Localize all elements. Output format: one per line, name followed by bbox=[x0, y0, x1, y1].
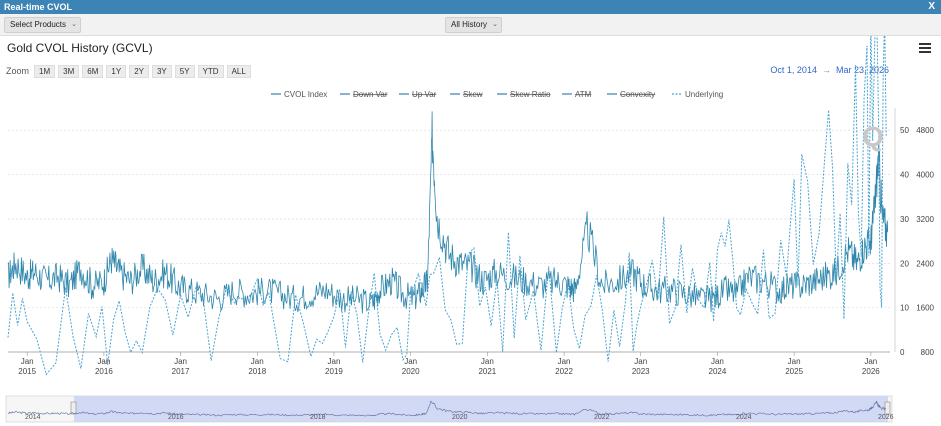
navigator: 2014 2016 2018 2020 2022 2024 2026 bbox=[5, 395, 894, 423]
x-tick-label-month: Jan bbox=[558, 357, 571, 366]
x-axis: Jan2015Jan2016Jan2017Jan2018Jan2019Jan20… bbox=[8, 108, 896, 376]
x-tick-label-month: Jan bbox=[481, 357, 494, 366]
y-right-tick: 800 bbox=[921, 348, 935, 357]
legend-item[interactable]: Underlying bbox=[685, 90, 723, 99]
x-tick-label-month: Jan bbox=[788, 357, 801, 366]
zoom-controls: Zoom 1M 3M 6M 1Y 2Y 3Y 5Y YTD ALL bbox=[6, 64, 251, 78]
y-left-tick: 50 bbox=[900, 126, 909, 135]
x-tick-label-year: 2019 bbox=[325, 367, 343, 376]
x-tick-label-month: Jan bbox=[328, 357, 341, 366]
legend-item[interactable]: Convexity bbox=[620, 90, 655, 99]
x-tick-label-year: 2018 bbox=[248, 367, 266, 376]
x-tick-label-year: 2024 bbox=[709, 367, 727, 376]
date-to[interactable]: Mar 23, 2026 bbox=[835, 65, 889, 75]
x-tick-label-month: Jan bbox=[174, 357, 187, 366]
x-tick-label-year: 2025 bbox=[785, 367, 803, 376]
series-underlying bbox=[7, 36, 887, 376]
hamburger-menu-icon[interactable] bbox=[919, 43, 931, 53]
toolbar: Select Products ⌄ All History ⌄ bbox=[0, 14, 941, 36]
y-left-tick: 20 bbox=[900, 259, 909, 268]
zoom-button-all[interactable]: ALL bbox=[226, 64, 251, 78]
watermark-text: Q bbox=[862, 121, 884, 152]
select-products-dropdown[interactable]: Select Products ⌄ bbox=[4, 17, 82, 33]
x-tick-label-year: 2021 bbox=[478, 367, 496, 376]
chart-legend: CVOL Index Down Var Up Var Skew Skew Ratio AT… bbox=[271, 90, 723, 99]
x-tick-label-year: 2020 bbox=[402, 367, 420, 376]
navigator-label: 2022 bbox=[594, 414, 610, 421]
zoom-button-2y[interactable]: 2Y bbox=[129, 64, 149, 78]
zoom-button-3m[interactable]: 3M bbox=[58, 64, 80, 78]
watermark-logo: Q bbox=[862, 121, 884, 152]
zoom-button-3y[interactable]: 3Y bbox=[151, 64, 172, 78]
navigator-label: 2024 bbox=[736, 414, 752, 421]
x-tick-label-year: 2023 bbox=[632, 367, 650, 376]
grid-lines bbox=[8, 129, 890, 353]
zoom-button-ytd[interactable]: YTD bbox=[197, 64, 224, 78]
x-tick-label-month: Jan bbox=[864, 357, 877, 366]
legend-item[interactable]: Skew Ratio bbox=[510, 90, 551, 99]
navigator-series bbox=[7, 400, 886, 417]
series-lines bbox=[7, 36, 889, 376]
legend-item[interactable]: CVOL Index bbox=[284, 90, 327, 99]
select-products-label: Select Products bbox=[10, 20, 67, 29]
legend-item[interactable]: Up Var bbox=[412, 90, 437, 99]
zoom-button-1m[interactable]: 1M bbox=[34, 64, 56, 78]
x-tick-label-month: Jan bbox=[97, 357, 110, 366]
series-cvol-index bbox=[7, 111, 889, 314]
x-tick-label-month: Jan bbox=[251, 357, 264, 366]
navigator-label: 2026 bbox=[878, 414, 894, 421]
y-left-tick: 40 bbox=[900, 171, 909, 180]
y-right-tick: 4000 bbox=[916, 171, 934, 180]
window-title: Real-time CVOL bbox=[4, 2, 73, 12]
zoom-button-6m[interactable]: 6M bbox=[82, 64, 104, 78]
y-left-tick: 0 bbox=[900, 348, 905, 357]
x-tick-label-year: 2015 bbox=[18, 367, 36, 376]
chevron-down-icon: ⌄ bbox=[492, 21, 499, 28]
date-arrow: → bbox=[821, 65, 831, 75]
y-right-tick: 1600 bbox=[916, 304, 934, 313]
navigator-handle-left[interactable] bbox=[70, 401, 77, 415]
x-tick-label-month: Jan bbox=[711, 357, 724, 366]
zoom-label: Zoom bbox=[6, 66, 30, 76]
legend-item[interactable]: ATM bbox=[575, 90, 592, 99]
y-left-tick: 30 bbox=[900, 215, 909, 224]
history-label: All History bbox=[451, 20, 488, 29]
navigator-label: 2016 bbox=[168, 414, 184, 421]
chart-svg: CVOL Index Down Var Up Var Skew Skew Ratio AT… bbox=[5, 36, 935, 423]
y-axis-right: 800 1600 2400 3200 4000 4800 bbox=[916, 126, 934, 357]
navigator-handle-right[interactable] bbox=[884, 401, 891, 415]
x-tick-label-month: Jan bbox=[634, 357, 647, 366]
legend-item[interactable]: Skew bbox=[463, 90, 483, 99]
zoom-button-1y[interactable]: 1Y bbox=[106, 64, 127, 78]
chart-container: Gold CVOL History (GCVL) Zoom 1M 3M 6M 1… bbox=[0, 36, 941, 426]
legend-item[interactable]: Down Var bbox=[353, 90, 388, 99]
x-tick-label-month: Jan bbox=[404, 357, 417, 366]
x-tick-label-year: 2017 bbox=[172, 367, 190, 376]
date-from[interactable]: Oct 1, 2014 bbox=[770, 65, 817, 75]
history-dropdown[interactable]: All History ⌄ bbox=[445, 17, 503, 33]
chevron-down-icon: ⌄ bbox=[71, 21, 78, 28]
window-titlebar: Real-time CVOL X bbox=[0, 0, 941, 14]
navigator-label: 2020 bbox=[452, 414, 468, 421]
zoom-button-5y[interactable]: 5Y bbox=[174, 64, 195, 78]
x-tick-label-year: 2016 bbox=[95, 367, 113, 376]
y-right-tick: 4800 bbox=[916, 126, 934, 135]
y-right-tick: 2400 bbox=[916, 259, 934, 268]
y-left-tick: 10 bbox=[900, 304, 909, 313]
y-axis-left: 0 10 20 30 40 50 bbox=[900, 126, 909, 357]
chart-title: Gold CVOL History (GCVL) bbox=[7, 41, 153, 55]
x-tick-label-year: 2026 bbox=[862, 367, 880, 376]
close-icon[interactable]: X bbox=[928, 1, 935, 12]
date-range: Oct 1, 2014 → Mar 23, 2026 bbox=[770, 65, 889, 75]
navigator-label: 2018 bbox=[310, 414, 326, 421]
x-tick-label-year: 2022 bbox=[555, 367, 573, 376]
x-tick-label-month: Jan bbox=[21, 357, 34, 366]
navigator-selection[interactable] bbox=[74, 396, 888, 422]
y-right-tick: 3200 bbox=[916, 215, 934, 224]
navigator-label: 2014 bbox=[25, 414, 41, 421]
